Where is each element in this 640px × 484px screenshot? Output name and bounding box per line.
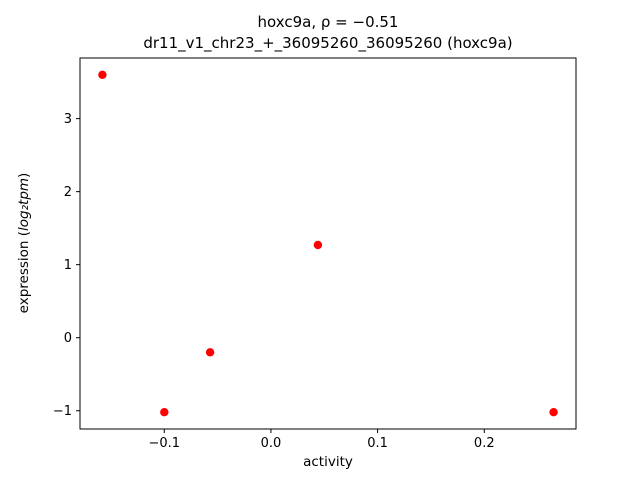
scatter-point [313,240,323,250]
y-tick-label: −1 [53,404,72,419]
scatter-point [98,70,107,80]
plot-area-border [79,57,577,430]
y-axis-label-suffix: ) [16,173,32,178]
y-axis-label-math: log₂tpm [16,178,32,231]
y-tick-label: 1 [64,258,72,273]
x-tick-label: 0.2 [474,436,495,451]
y-tick-label: 2 [64,185,72,200]
scatter-points [98,70,558,417]
y-axis-label: expression (log₂tpm) [16,173,32,314]
y-tick-label: 3 [64,112,72,127]
axis-ticks: −0.1 0.0 0.1 0.2 −1 0 1 2 3 [53,112,495,451]
x-axis-label: activity [303,454,353,470]
x-tick-label: 0.1 [367,436,388,451]
chart-title: hoxc9a, ρ = −0.51 [258,13,399,31]
y-tick-label: 0 [64,331,72,346]
x-tick-label: 0.0 [261,436,282,451]
y-axis-label-prefix: expression ( [16,231,32,313]
scatter-point [549,408,558,417]
chart-subtitle: dr11_v1_chr23_+_36095260_36095260 (hoxc9… [143,34,512,53]
x-tick-label: −0.1 [148,436,180,451]
scatter-point [205,348,215,357]
scatter-point [160,408,169,417]
